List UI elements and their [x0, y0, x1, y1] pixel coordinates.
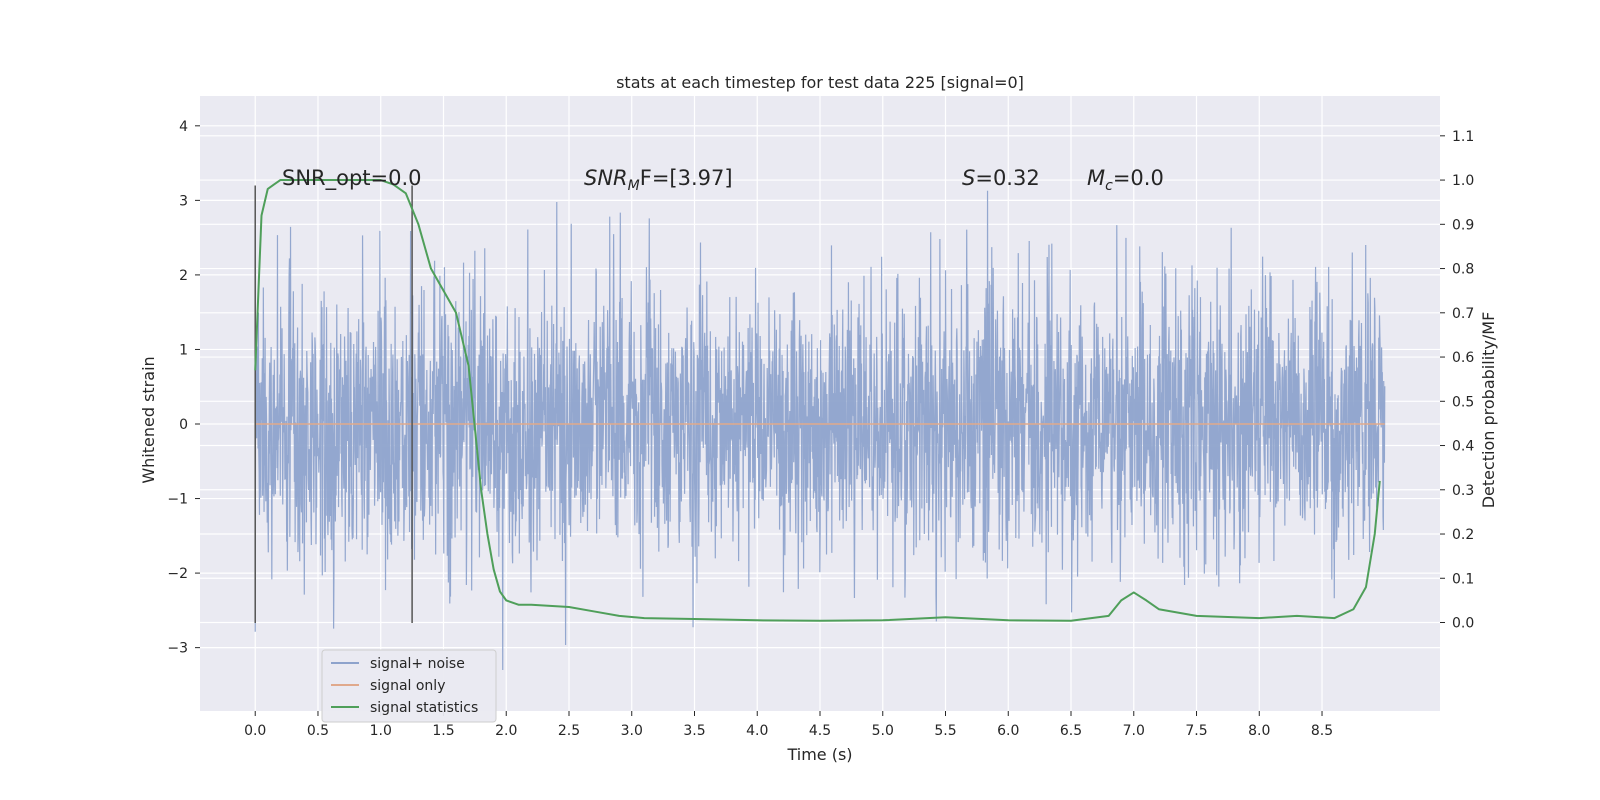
- signal-statistics-line: [254, 179, 1381, 622]
- signal-noise-line: [254, 190, 1386, 671]
- x-tick-label: 4.0: [746, 723, 768, 739]
- x-axis-label: Time (s): [786, 745, 852, 764]
- x-tick-label: 8.0: [1248, 723, 1270, 739]
- x-tick-label: 1.0: [370, 723, 392, 739]
- x-tick-label: 2.0: [495, 723, 517, 739]
- x-tick-label: 7.0: [1123, 723, 1145, 739]
- annotation-snr-mf-label: SNR: [584, 166, 628, 190]
- axis-ticks: 0.0 0.5 1.0 1.5 2.0 2.5 3.0 3.5 4.0 4.5 5.0 5.5 6.0 6…: [167, 119, 1474, 739]
- annotation-mc: Mc=0.0: [1087, 166, 1164, 194]
- y-axis-label: Whitened strain: [139, 356, 158, 483]
- annotation-snr-opt: SNR_opt=0.0: [282, 166, 422, 191]
- x-tick-label: 2.5: [558, 723, 580, 739]
- legend-label-signal-statistics: signal statistics: [370, 700, 478, 716]
- y-right-tick-label: 0.0: [1452, 616, 1474, 632]
- annotation-s: S=0.32: [962, 166, 1040, 190]
- annotation-s-label: S: [962, 166, 975, 190]
- legend-label-signal-noise: signal+ noise: [370, 656, 465, 672]
- x-tick-label: 0.5: [307, 723, 329, 739]
- legend-box: [321, 649, 497, 723]
- y-right-tick-label: 1.1: [1452, 129, 1474, 145]
- x-tick-label: 5.5: [934, 723, 956, 739]
- annotation-mc-sub: c: [1105, 178, 1113, 194]
- y-right-tick-label: 0.5: [1452, 394, 1474, 410]
- x-tick-label: 3.0: [621, 723, 643, 739]
- y-right-tick-label: 0.4: [1452, 439, 1474, 455]
- y-tick-label: 4: [179, 119, 188, 135]
- x-tick-label: 0.0: [244, 723, 266, 739]
- x-tick-label: 6.0: [997, 723, 1019, 739]
- x-tick-label: 6.5: [1060, 723, 1082, 739]
- chart-title: stats at each timestep for test data 225…: [616, 73, 1024, 92]
- y-tick-label: −3: [167, 641, 188, 657]
- x-tick-label: 4.5: [809, 723, 831, 739]
- legend: signal+ noise signal only signal statist…: [321, 649, 497, 723]
- y-tick-label: −1: [167, 492, 188, 508]
- annotation-snr-mf: SNRMF=[3.97]: [584, 166, 733, 194]
- legend-label-signal-only: signal only: [370, 678, 445, 694]
- annotation-mc-rest: =0.0: [1113, 166, 1164, 190]
- annotation-snr-mf-sub: M: [628, 178, 640, 194]
- x-tick-label: 3.5: [683, 723, 705, 739]
- x-tick-label: 7.5: [1185, 723, 1207, 739]
- x-tick-label: 5.0: [872, 723, 894, 739]
- annotation-s-rest: =0.32: [975, 166, 1039, 190]
- annotation-snr-mf-rest: F=[3.97]: [640, 166, 733, 190]
- y-right-tick-label: 0.7: [1452, 306, 1474, 322]
- y-axis-right-label: Detection probability/MF: [1479, 312, 1498, 509]
- y-right-tick-label: 0.2: [1452, 527, 1474, 543]
- y-tick-label: 0: [179, 417, 188, 433]
- vertical-markers: [254, 185, 413, 624]
- y-right-tick-label: 0.1: [1452, 571, 1474, 587]
- y-tick-label: 1: [179, 342, 188, 358]
- y-right-tick-label: 0.6: [1452, 350, 1474, 366]
- signal-statistics-series: [254, 179, 1381, 622]
- y-right-tick-label: 0.3: [1452, 483, 1474, 499]
- y-right-tick-label: 1.0: [1452, 173, 1474, 189]
- annotation-mc-label: M: [1087, 166, 1105, 190]
- y-right-tick-label: 0.8: [1452, 262, 1474, 278]
- y-right-tick-label: 0.9: [1452, 217, 1474, 233]
- x-tick-label: 8.5: [1311, 723, 1333, 739]
- signal-noise-series: [254, 190, 1386, 671]
- y-tick-label: 2: [179, 268, 188, 284]
- x-tick-label: 1.5: [432, 723, 454, 739]
- y-tick-label: −2: [167, 566, 188, 582]
- y-tick-label: 3: [179, 193, 188, 209]
